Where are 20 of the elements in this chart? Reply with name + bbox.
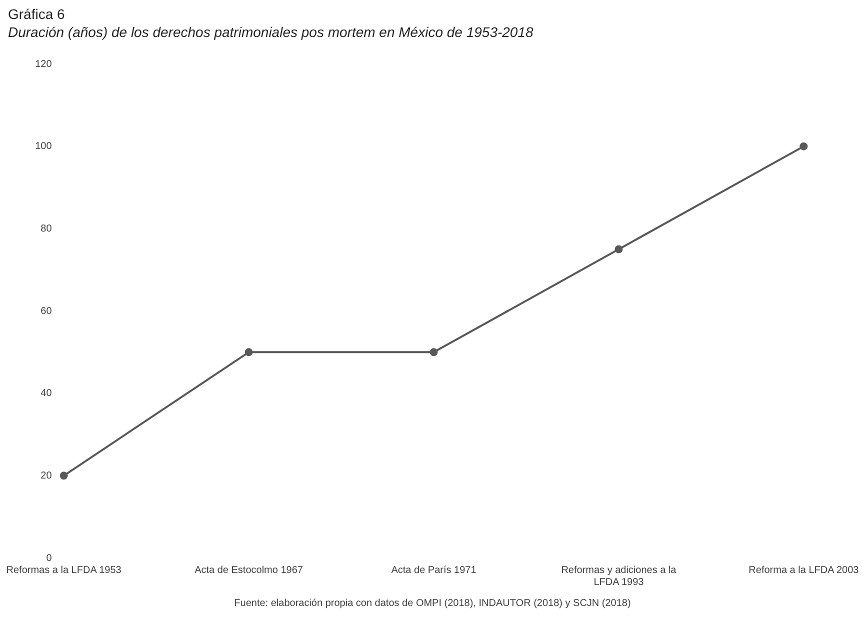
y-tick-label: 80 bbox=[40, 223, 52, 234]
point bbox=[430, 348, 438, 356]
source-note: Fuente: elaboración propia con datos de OMPI (2018), INDAUTOR (2018) y SCJN (2018) bbox=[233, 598, 632, 609]
y-tick-label: 20 bbox=[40, 470, 52, 482]
point bbox=[800, 142, 808, 150]
chart-title: Gráfica 6 bbox=[8, 6, 65, 22]
y-tick-label: 120 bbox=[35, 58, 52, 70]
x-tick-label: Reformas y adiciones a la LFDA 1993 bbox=[561, 564, 677, 588]
x-tick-label: Acta de Estocolmo 1967 bbox=[194, 564, 304, 576]
x-tick-label: Reforma a la LFDA 2003 bbox=[748, 564, 860, 576]
point bbox=[244, 348, 253, 356]
point bbox=[614, 245, 623, 254]
y-tick-label: 0 bbox=[46, 552, 52, 564]
y-tick-label: 40 bbox=[40, 388, 52, 400]
y-tick-label: 100 bbox=[35, 141, 52, 152]
point bbox=[60, 472, 68, 480]
chart-subtitle: Duración (años) de los derechos patrimoniales pos mortem en México de 1953-2018 bbox=[8, 24, 534, 40]
x-tick-label: Reformas a la LFDA 1953 bbox=[6, 564, 122, 576]
y-tick-label: 60 bbox=[40, 306, 52, 317]
x-tick-label: Acta de París 1971 bbox=[391, 564, 477, 576]
